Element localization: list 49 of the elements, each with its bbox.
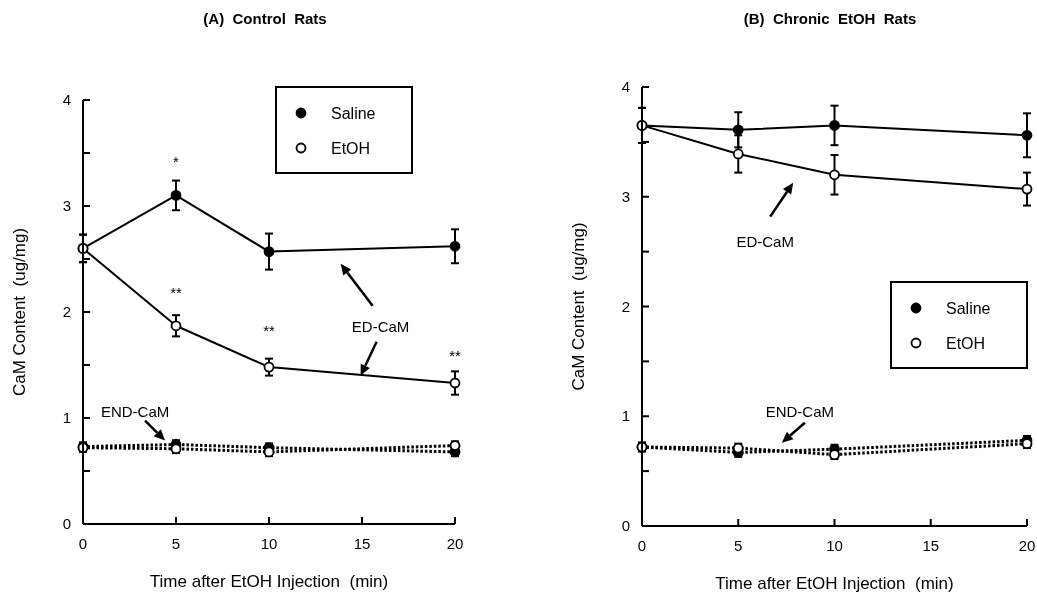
- x-tick-label: 15: [922, 537, 940, 554]
- y-axis-title: CaM Content (ug/mg): [10, 227, 29, 397]
- y-tick-label: 2: [62, 303, 71, 320]
- point: [829, 120, 840, 131]
- annotation: **: [449, 347, 461, 365]
- annotation: END-CaM: [100, 402, 170, 420]
- y-tick-label: 4: [62, 91, 71, 108]
- x-tick-label: 10: [826, 537, 843, 554]
- y-tick-label: 3: [621, 187, 630, 205]
- x-axis-title: Time after EtOH Injection (min): [149, 572, 389, 591]
- chart-title: (A) Control Rats: [203, 10, 327, 27]
- x-axis-title: Time after EtOH Injection (min): [715, 574, 954, 593]
- y-tick-label: 3: [62, 197, 71, 214]
- annotation: **: [263, 322, 275, 340]
- y-tick-label: 2: [621, 297, 630, 315]
- x-tick-label: 5: [734, 537, 743, 554]
- point: [1021, 129, 1033, 141]
- point: [263, 361, 275, 373]
- x-tick-label: 10: [260, 535, 278, 552]
- point: [449, 240, 461, 252]
- x-tick-label: 20: [1018, 537, 1036, 554]
- x-tick-label: 20: [446, 535, 464, 552]
- legend-label: EtOH: [331, 140, 371, 157]
- point: [829, 169, 840, 181]
- x-tick-label: 0: [78, 535, 88, 552]
- annotation: ED-CaM: [736, 232, 794, 250]
- y-tick-label: 0: [62, 515, 71, 532]
- y-tick-label: 4: [621, 78, 630, 95]
- y-tick-label: 1: [621, 407, 630, 425]
- annotation: ED-CaM: [351, 317, 410, 335]
- annotation: **: [170, 283, 182, 301]
- annotation: END-CaM: [765, 402, 835, 420]
- point: [449, 377, 461, 389]
- annotation: *: [173, 153, 180, 171]
- point: [449, 440, 461, 451]
- point: [170, 320, 182, 332]
- x-tick-label: 15: [353, 535, 371, 552]
- x-tick-label: 5: [171, 535, 181, 552]
- chart-title: (B) Chronic EtOH Rats: [743, 10, 917, 27]
- y-tick-label: 1: [62, 409, 71, 426]
- x-tick-label: 0: [637, 537, 647, 554]
- point: [263, 246, 275, 257]
- y-axis-title: CaM Content (ug/mg): [569, 222, 588, 391]
- y-tick-label: 0: [621, 517, 630, 534]
- point: [1021, 183, 1033, 195]
- legend-label: EtOH: [946, 335, 986, 352]
- legend-label: Saline: [946, 300, 991, 317]
- legend-label: Saline: [331, 105, 376, 122]
- point: [170, 190, 182, 201]
